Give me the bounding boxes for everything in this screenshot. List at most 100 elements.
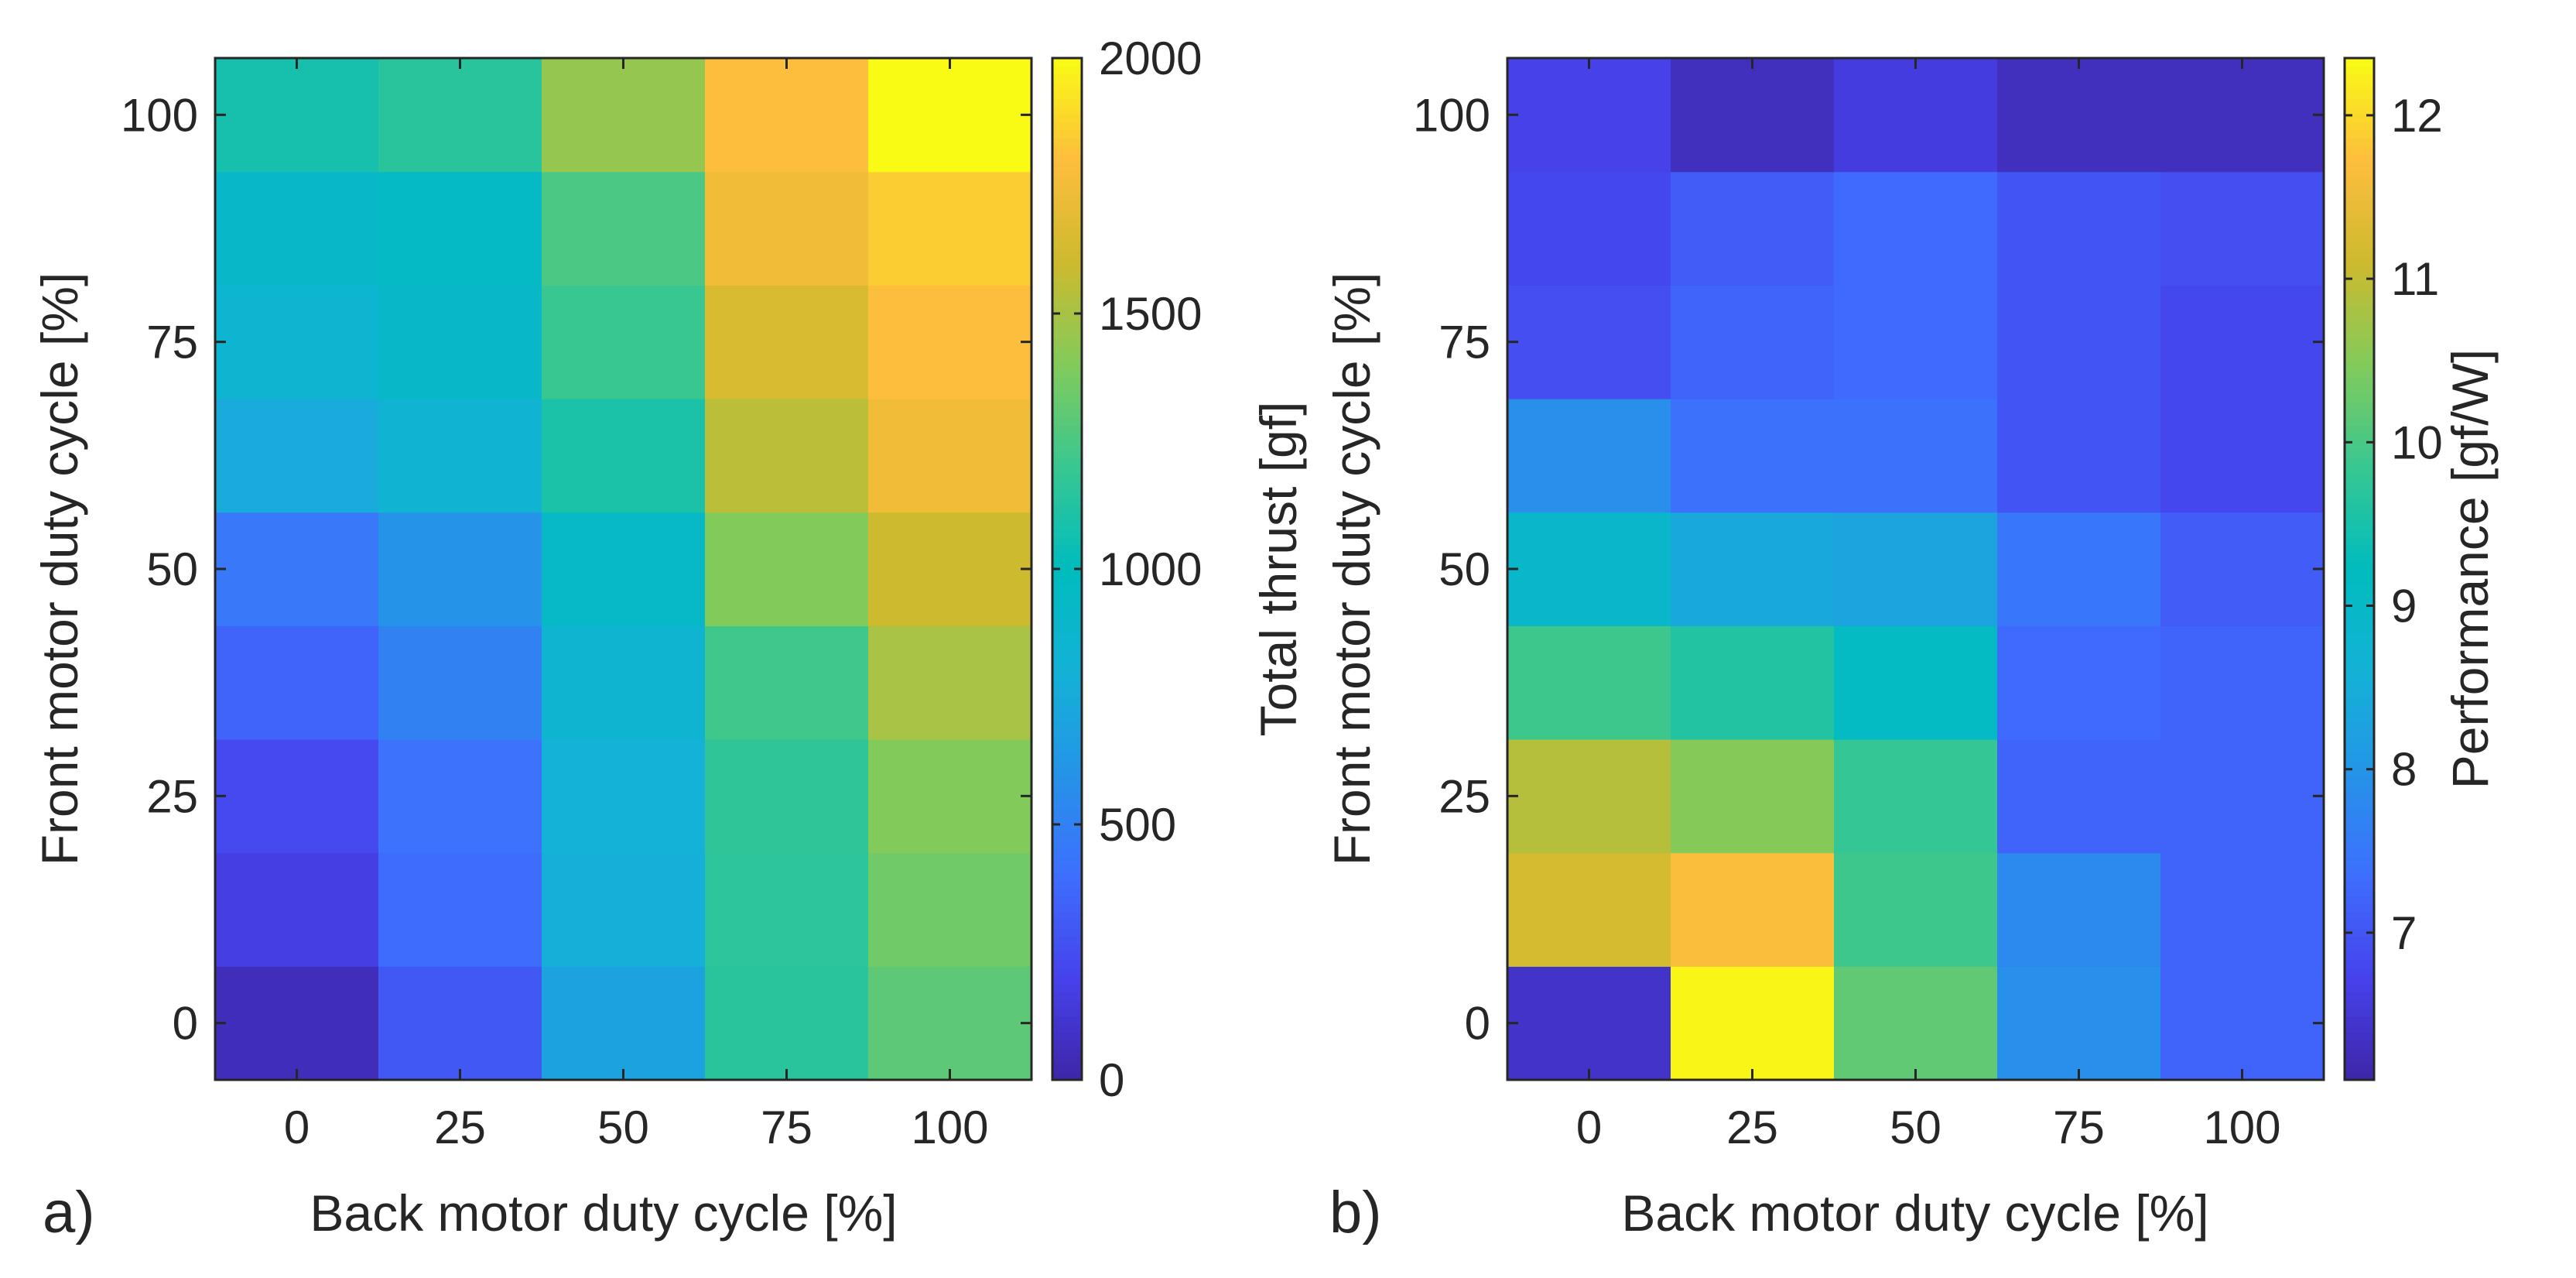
colorbar-segment xyxy=(1052,800,1082,809)
heatmap-cell xyxy=(1671,852,1835,967)
colorbar-segment xyxy=(1052,975,1082,985)
colorbar-segment xyxy=(1052,273,1082,283)
colorbar-segment xyxy=(2345,98,2374,107)
heatmap-cell xyxy=(542,625,706,740)
heatmap-cell xyxy=(1507,625,1671,740)
colorbar-segment xyxy=(2345,864,2374,873)
colorbar-segment xyxy=(1052,616,1082,625)
colorbar-segment xyxy=(2345,488,2374,498)
colorbar-segment xyxy=(2345,1056,2374,1064)
colorbar-segment xyxy=(2345,361,2374,370)
colorbar-segment xyxy=(1052,577,1082,586)
colorbar-segment xyxy=(1052,560,1082,570)
colorbar-segment xyxy=(1052,968,1082,977)
heatmap-cell xyxy=(1671,625,1835,740)
panel-label-a: a) xyxy=(43,1180,95,1245)
heatmap-cell xyxy=(2160,852,2325,967)
colorbar-segment xyxy=(1052,337,1082,346)
colorbar-segment xyxy=(1052,1032,1082,1041)
heatmap-cell xyxy=(1997,739,2161,854)
colorbar-segment xyxy=(2345,680,2374,690)
heatmap-cell xyxy=(1507,739,1671,854)
y-tick-label: 75 xyxy=(1439,317,1490,368)
colorbar-segment xyxy=(2345,201,2374,211)
heatmap-cell xyxy=(2160,966,2325,1081)
heatmap-cell xyxy=(542,399,706,513)
colorbar-segment xyxy=(1052,760,1082,769)
colorbar-segment xyxy=(2345,872,2374,881)
colorbar-segment xyxy=(2345,401,2374,410)
colorbar-segment xyxy=(1052,601,1082,610)
colorbar-segment xyxy=(1052,401,1082,410)
x-tick-label: 100 xyxy=(911,1102,988,1153)
heatmap-cell xyxy=(868,285,1032,399)
colorbar-segment xyxy=(1052,752,1082,762)
x-tick-label: 50 xyxy=(1890,1102,1941,1153)
heatmap-cell xyxy=(2160,399,2325,513)
colorbar-segment xyxy=(2345,584,2374,594)
colorbar-segment xyxy=(2345,1064,2374,1073)
colorbar-segment xyxy=(1052,1047,1082,1057)
colorbar-segment xyxy=(1052,664,1082,673)
colorbar-segment xyxy=(2345,314,2374,322)
colorbar-segment xyxy=(2345,592,2374,601)
colorbar-segment xyxy=(1052,90,1082,99)
colorbar-segment xyxy=(1052,784,1082,793)
colorbar-segment xyxy=(1052,1023,1082,1033)
colorbar-segment xyxy=(1052,266,1082,275)
heatmap-cell xyxy=(215,966,379,1081)
heatmap-b-ticks: 0 25 50 75 100 0 25 50 75 100 xyxy=(1413,58,2324,1153)
colorbar-segment xyxy=(1052,848,1082,857)
colorbar-segment xyxy=(1052,233,1082,242)
colorbar-segment xyxy=(1052,529,1082,538)
colorbar-segment xyxy=(1052,1016,1082,1025)
colorbar-segment xyxy=(1052,66,1082,75)
colorbar-segment xyxy=(2345,281,2374,290)
colorbar-segment xyxy=(2345,616,2374,625)
colorbar-segment xyxy=(1052,58,1082,67)
colorbar-segment xyxy=(1052,736,1082,745)
heatmap-cell xyxy=(1997,399,2161,513)
xlabel-a: Back motor duty cycle [%] xyxy=(310,1184,897,1242)
colorbar-segment xyxy=(1052,464,1082,474)
colorbar-segment xyxy=(1052,608,1082,618)
colorbar-segment xyxy=(1052,960,1082,969)
colorbar-segment xyxy=(1052,904,1082,913)
colorbar-segment xyxy=(2345,433,2374,442)
colorbar-segment xyxy=(1052,872,1082,881)
colorbar-segment xyxy=(2345,536,2374,546)
colorbar-segment xyxy=(1052,369,1082,379)
colorbar-segment xyxy=(2345,1040,2374,1049)
colorbar-segment xyxy=(1052,984,1082,993)
heatmap-cell xyxy=(2160,58,2325,173)
colorbar-tick-label: 12 xyxy=(2391,90,2443,142)
colorbar-segment xyxy=(2345,880,2374,889)
colorbar-segment xyxy=(1052,1056,1082,1064)
heatmap-cell xyxy=(378,512,542,626)
colorbar-segment xyxy=(2345,138,2374,147)
colorbar-segment xyxy=(2345,369,2374,379)
colorbar-segment xyxy=(2345,1032,2374,1041)
colorbar-segment xyxy=(1052,920,1082,929)
colorbar-segment xyxy=(2345,601,2374,610)
colorbar-segment xyxy=(1052,1040,1082,1049)
colorbar-segment xyxy=(1052,896,1082,905)
colorbar-segment xyxy=(1052,449,1082,458)
colorbar-segment xyxy=(2345,290,2374,298)
colorbar-segment xyxy=(2345,920,2374,929)
heatmap-cell xyxy=(215,739,379,854)
colorbar-segment xyxy=(2345,1023,2374,1033)
colorbar-segment xyxy=(2345,952,2374,961)
heatmap-cell xyxy=(1671,512,1835,626)
colorbar-segment xyxy=(2345,81,2374,91)
colorbar-segment xyxy=(2345,194,2374,203)
colorbar-segment xyxy=(1052,880,1082,889)
colorbar-segment xyxy=(1052,952,1082,961)
colorbar-segment xyxy=(2345,122,2374,131)
colorbar-segment xyxy=(1052,98,1082,107)
colorbar-segment xyxy=(1052,74,1082,83)
heatmap-cell xyxy=(1671,966,1835,1081)
colorbar-segment xyxy=(2345,218,2374,227)
colorbar-segment xyxy=(2345,824,2374,833)
heatmap-cell xyxy=(378,852,542,967)
